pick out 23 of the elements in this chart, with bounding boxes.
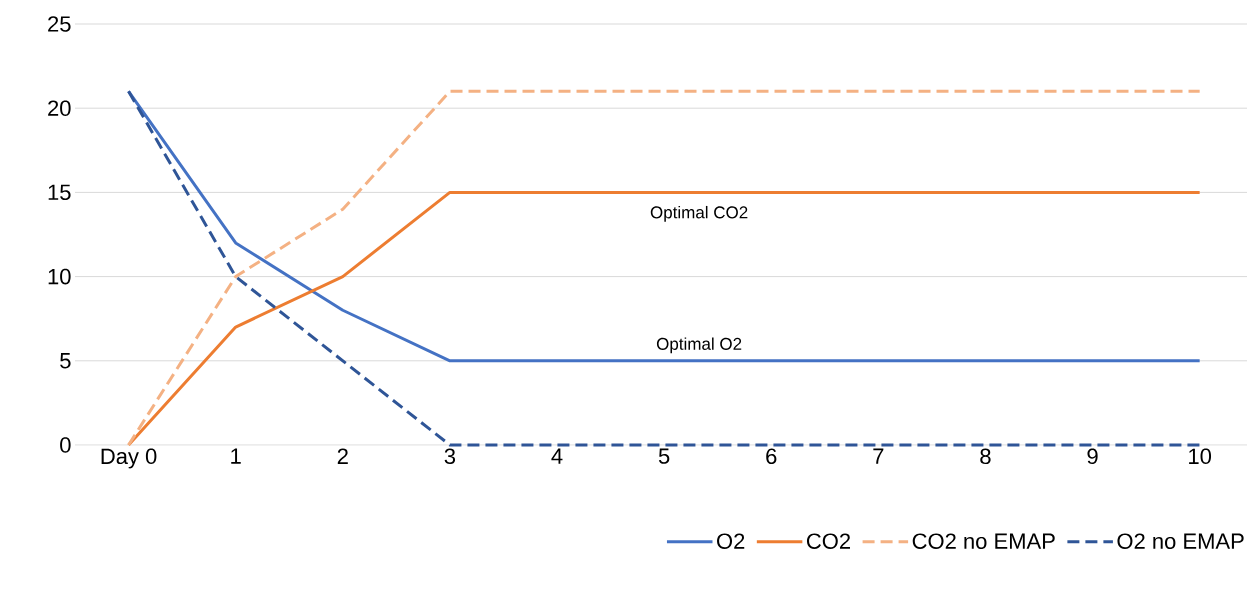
y-tick-label: 5 <box>60 353 71 369</box>
legend-label: CO2 <box>806 533 850 549</box>
x-tick-label: 5 <box>658 448 670 464</box>
legend-label: O2 <box>717 533 745 549</box>
y-tick-label: 20 <box>48 100 71 116</box>
legend-label: CO2 no EMAP <box>912 533 1055 549</box>
annotation: Optimal CO2 <box>650 205 748 222</box>
x-tick-label: 10 <box>1189 448 1212 465</box>
x-tick-label: 9 <box>1087 448 1098 465</box>
x-tick-label: 8 <box>980 448 991 465</box>
x-tick-label: 7 <box>873 448 884 464</box>
annotation: Optimal O2 <box>656 337 742 354</box>
y-tick-label: 0 <box>60 437 71 453</box>
x-tick-label: 1 <box>231 448 241 464</box>
y-tick-label: 15 <box>48 184 71 201</box>
x-tick-label: 4 <box>551 448 563 464</box>
x-tick-label: 6 <box>766 448 777 465</box>
legend-label: O2 no EMAP <box>1117 533 1244 549</box>
x-tick-label: Day 0 <box>101 448 157 469</box>
x-tick-label: 2 <box>337 448 348 464</box>
x-tick-label: 3 <box>444 448 456 465</box>
y-tick-label: 10 <box>48 268 71 285</box>
y-tick-label: 25 <box>48 16 71 32</box>
